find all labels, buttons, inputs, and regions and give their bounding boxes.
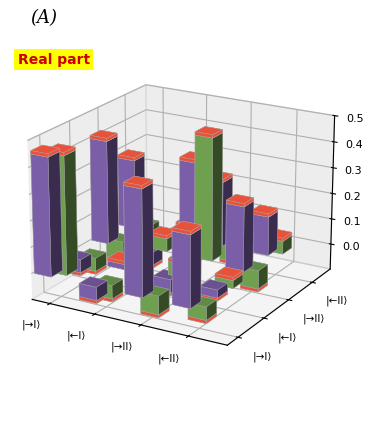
Text: (A): (A) bbox=[30, 9, 57, 27]
Text: Real part: Real part bbox=[18, 53, 90, 67]
